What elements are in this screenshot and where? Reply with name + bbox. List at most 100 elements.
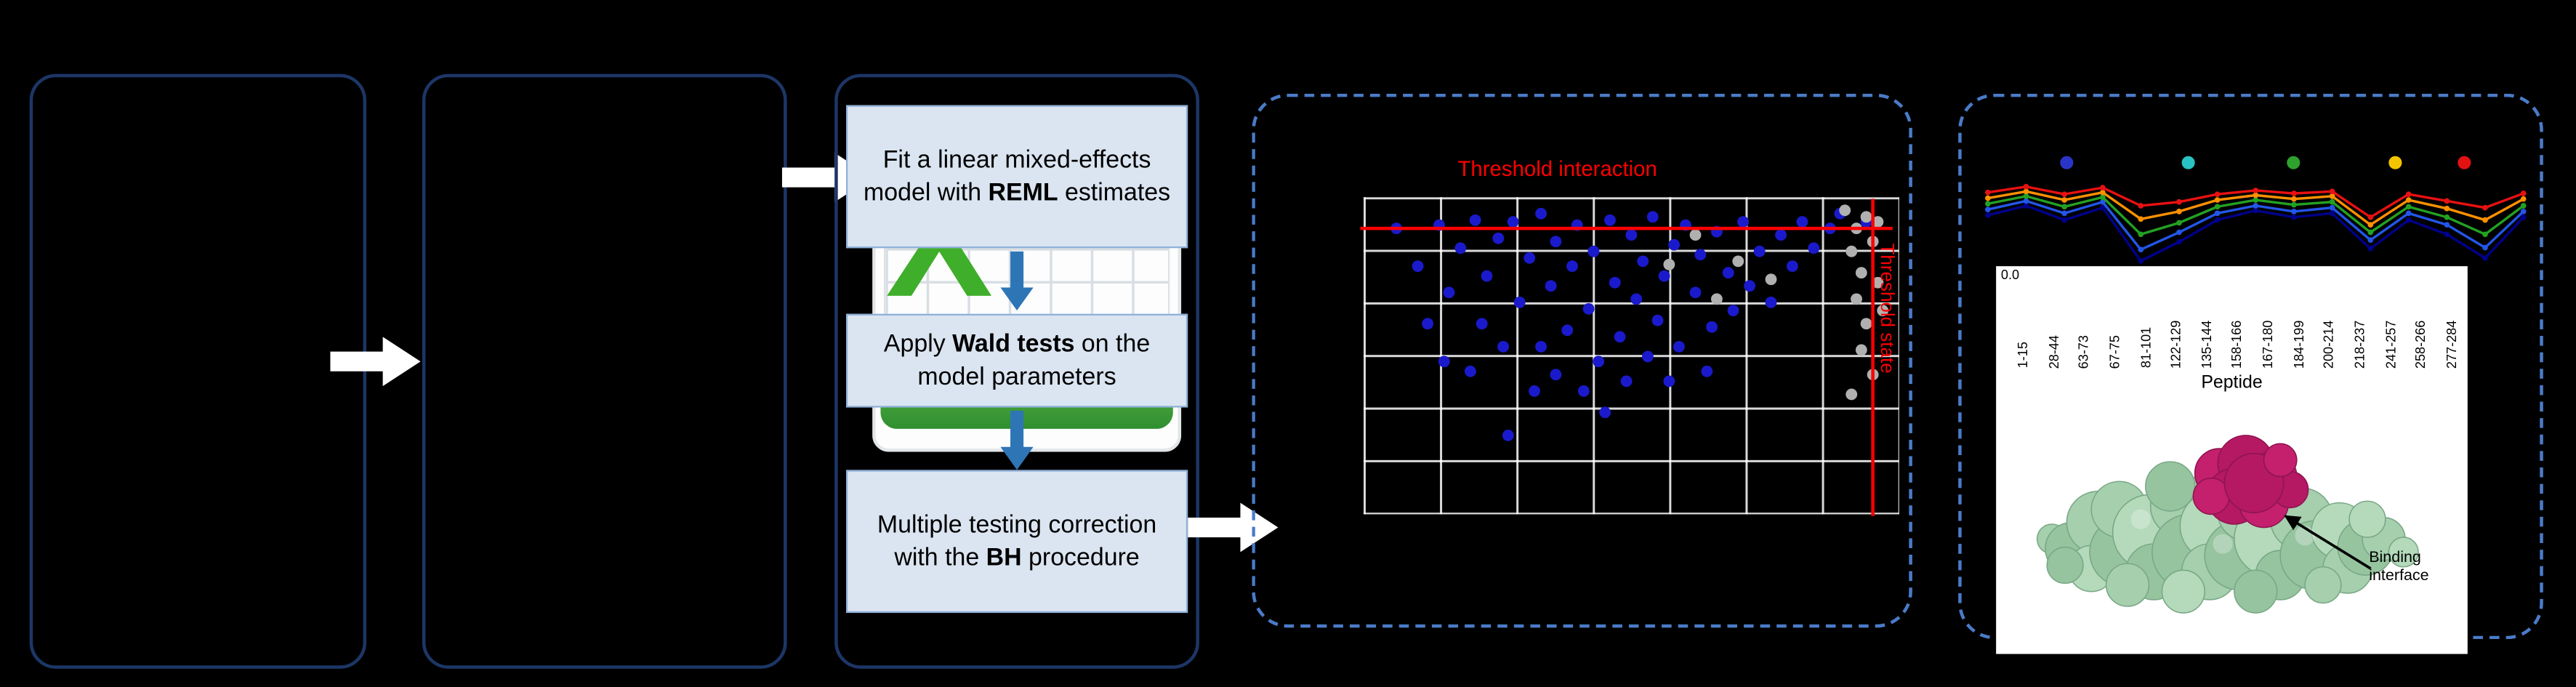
nonsignificant-gray-dot — [1861, 210, 1873, 222]
series-blue-marker — [2520, 209, 2527, 214]
series-orange-marker — [2444, 205, 2450, 212]
significant-blue-dot — [1797, 217, 1809, 229]
series-blue-marker — [2023, 198, 2029, 204]
significant-blue-dot — [1614, 331, 1627, 343]
series-orange-marker — [2482, 217, 2488, 223]
significant-blue-dot — [1587, 245, 1600, 257]
y-axis-tick: 0.0 — [2000, 268, 2020, 283]
series-green-marker — [2023, 193, 2029, 199]
uptake-chart — [1981, 141, 2530, 273]
series-navy-marker — [2023, 203, 2029, 209]
series-navy-marker — [2214, 217, 2221, 223]
threshold-line-horizontal — [1360, 226, 1893, 230]
peptide-tick-label: 241-257 — [2383, 319, 2399, 369]
significant-blue-dot — [1454, 242, 1466, 254]
peptide-axis-panel: 0.0 1-15 28-44 63-73 67-75 81-101 122-129 135-… — [1996, 266, 2468, 654]
nonsignificant-gray-dot — [1689, 229, 1702, 241]
series-navy-marker — [2138, 258, 2144, 264]
series-orange-marker — [2138, 216, 2144, 222]
significant-blue-dot — [1668, 238, 1681, 251]
peptide-tick-label: 81-101 — [2138, 326, 2154, 369]
series-blue-marker — [2367, 237, 2374, 244]
significant-blue-dot — [1513, 296, 1525, 308]
nonsignificant-gray-dot — [1732, 254, 1744, 267]
significant-blue-dot — [1641, 350, 1654, 362]
significant-blue-dot — [1524, 252, 1536, 263]
series-red-marker — [2482, 204, 2488, 211]
nonsignificant-gray-dot — [1872, 217, 1884, 229]
series-navy-marker — [2405, 217, 2412, 223]
significant-blue-dot — [1470, 213, 1482, 225]
series-orange-marker — [2253, 192, 2259, 198]
step-text: Multiple testing correction with the BH … — [877, 511, 1157, 571]
series-navy-marker — [2482, 255, 2488, 261]
protein-structure-svg — [2036, 435, 2419, 614]
significant-blue-dot — [1636, 254, 1649, 267]
significant-blue-dot — [1775, 229, 1787, 241]
series-red-marker — [2405, 191, 2412, 197]
significant-blue-dot — [1765, 296, 1776, 308]
series-orange-marker — [2520, 196, 2527, 202]
series-navy-marker — [2520, 214, 2527, 220]
peptide-tick-label: 158-166 — [2230, 319, 2245, 369]
series-red-marker — [2367, 214, 2374, 220]
significant-blue-dot — [1722, 267, 1734, 279]
peptide-tick-label: 122-129 — [2168, 319, 2184, 369]
significant-blue-dot — [1807, 242, 1819, 254]
series-navy-marker — [2176, 238, 2182, 245]
significant-blue-dot — [1663, 375, 1675, 387]
significant-blue-dot — [1743, 280, 1755, 292]
peptide-tick-label: 218-237 — [2352, 319, 2368, 369]
series-green-marker — [2444, 214, 2450, 220]
panel-input — [29, 73, 367, 669]
panel-volcano-plot — [1252, 93, 1912, 628]
significant-blue-dot — [1620, 375, 1632, 387]
nonsignificant-gray-dot — [1872, 277, 1884, 289]
series-navy-marker — [2329, 210, 2335, 217]
significant-blue-dot — [1705, 321, 1718, 333]
peptide-tick-label: 1-15 — [2016, 342, 2031, 369]
significant-blue-dot — [1603, 213, 1616, 225]
significant-blue-dot — [1492, 232, 1504, 244]
series-green-marker — [2520, 203, 2527, 209]
series-orange-marker — [2176, 209, 2182, 214]
nonsignificant-gray-dot — [1840, 204, 1852, 216]
flow-arrow-right-icon — [1188, 502, 1279, 553]
binding-interface-annotation: Binding interface — [2369, 548, 2429, 586]
step-text: Apply Wald tests on the model parameters — [883, 331, 1151, 390]
significant-blue-dot — [1465, 366, 1477, 378]
significant-blue-dot — [1411, 261, 1423, 273]
nonsignificant-gray-dot — [1850, 292, 1862, 305]
significant-blue-dot — [1534, 340, 1547, 353]
significant-blue-dot — [1508, 217, 1520, 229]
series-red-marker — [2138, 203, 2144, 209]
significant-blue-dot — [1582, 302, 1595, 314]
step-box-fit-model: Fit a linear mixed-effects model with RE… — [846, 105, 1188, 249]
series-blue-marker — [2176, 229, 2182, 236]
significant-blue-dot — [1609, 277, 1622, 289]
series-red-marker — [2061, 191, 2068, 197]
peptide-tick-label: 167-180 — [2261, 319, 2276, 369]
series-orange-marker — [2023, 188, 2029, 195]
peptide-tick-label: 258-266 — [2413, 319, 2429, 369]
threshold-line-vertical — [1871, 198, 1875, 516]
step-box-multiple-testing: Multiple testing correction with the BH … — [846, 470, 1188, 614]
series-red-marker — [1985, 189, 1991, 196]
nonsignificant-gray-dot — [1861, 318, 1873, 330]
series-green-marker — [1985, 201, 1991, 207]
uptake-lines-svg — [1985, 183, 2527, 264]
significant-blue-dot — [1497, 340, 1509, 353]
nonsignificant-gray-dot — [1856, 267, 1868, 279]
series-green-marker — [2482, 231, 2488, 238]
series-navy-marker — [2444, 231, 2450, 238]
significant-blue-dot — [1438, 356, 1450, 368]
significant-blue-dot — [1476, 318, 1487, 330]
series-orange-marker — [2099, 189, 2106, 196]
significant-blue-dot — [1566, 261, 1579, 273]
significant-blue-dot — [1529, 385, 1541, 397]
series-red-marker — [2023, 183, 2029, 190]
series-blue-marker — [2291, 209, 2297, 214]
series-green-marker — [2214, 204, 2221, 210]
arrow-down-icon — [1000, 251, 1034, 311]
